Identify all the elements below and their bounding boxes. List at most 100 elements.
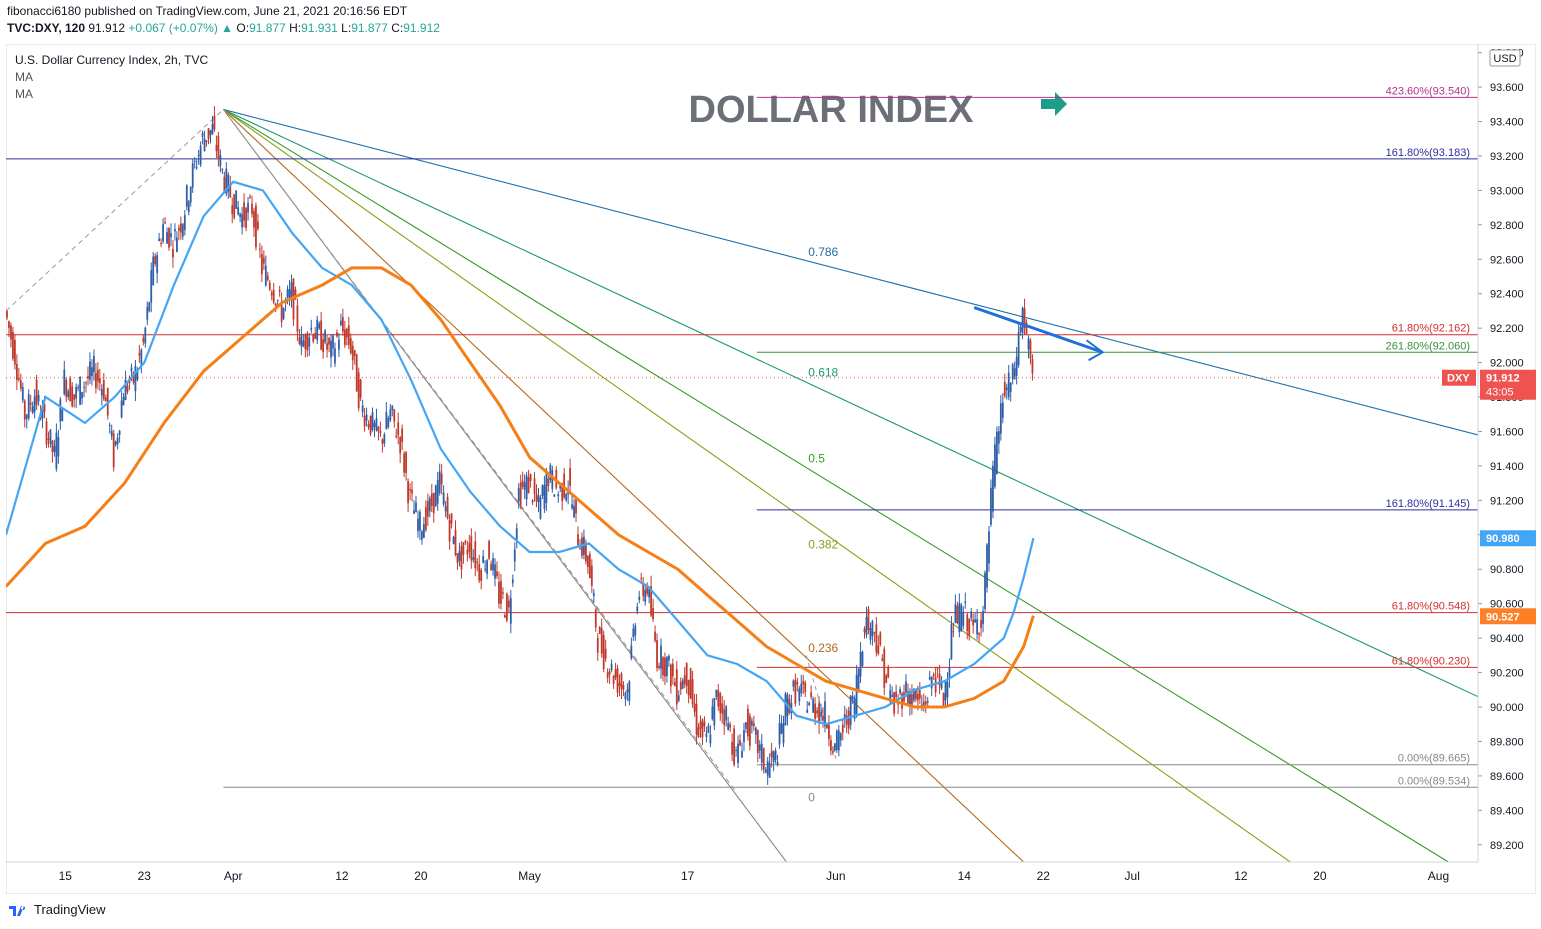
price-candle-body [55,432,58,469]
price-candle-body [594,609,597,628]
price-candle-body [355,354,358,392]
price-candle-body [831,751,834,753]
price-candle-body [150,270,153,303]
price-candle-body [363,415,366,427]
price-candle-body [304,334,307,350]
price-candle-body [377,426,380,432]
price-candle-body [434,485,437,507]
price-candle-body [818,703,820,724]
price-candle-body [247,203,249,213]
price-candle-body [260,253,263,275]
legend-ma-2[interactable]: MA [15,87,33,101]
price-candle-body [581,537,583,557]
price-candle-body [160,243,163,245]
price-candle-body [108,424,111,426]
currency-box [1489,49,1521,67]
price-candle-body [820,711,822,717]
fib-level-label: 61.80%(90.548) [1392,601,1470,613]
price-candle-body [482,555,485,563]
price-candle-body [268,282,271,290]
price-candle-body [537,495,540,503]
price-candle-body [258,248,261,250]
price-candle-body [875,624,878,653]
price-candle-body [646,587,649,594]
price-candle-body [177,227,180,231]
price-candle-body [59,399,62,422]
price-candle-body [667,656,670,661]
price-candle-body [942,692,945,707]
price-candle-body [750,720,753,726]
price-candle-body [543,484,546,509]
price-candle-body [462,542,465,555]
price-candle-body [835,730,838,750]
price-candle-body [104,397,107,402]
price-candle-body [988,531,990,564]
y-tick-label: 92.200 [1490,323,1524,335]
price-candle-body [345,328,348,338]
price-candle-body [142,337,145,342]
price-candle-body [219,155,222,167]
price-candle-body [330,340,332,358]
price-candle-body [432,492,435,514]
price-candle-body [95,373,97,388]
footer-brand[interactable]: TradingView [8,902,106,917]
y-tick-label: 90.200 [1490,668,1524,680]
projection-arrow [973,306,1104,354]
price-candle-body [948,666,951,678]
price-candle-body [442,492,445,505]
price-candle-body [855,674,858,714]
price-candle-body [703,721,706,727]
price-candle-body [440,473,443,485]
price-chart[interactable]: DOLLAR INDEX 0.786 0.618 0.5 0.382 0.236 0 423.… [6,44,1536,894]
legend-ma-1[interactable]: MA [15,70,33,84]
price-candle-body [83,387,85,389]
price-candle-body [296,305,299,332]
price-candle-body [172,248,174,258]
price-candle-body [585,543,587,562]
price-candle-body [938,673,941,686]
price-candle-body [144,327,147,344]
price-candle-body [444,506,447,512]
price-candle-body [1001,402,1004,418]
price-candle-body [57,437,60,457]
price-candle-body [454,530,457,555]
price-candle-body [45,421,48,445]
price-candle-body [717,690,720,707]
price-candle-body [100,389,103,396]
price-candle-body [122,397,125,406]
price-candle-body [960,605,963,631]
price-candle-body [800,683,803,694]
price-candle-body [735,749,737,751]
price-candle-body [203,138,206,152]
price-candle-body [861,651,864,666]
price-candle-body [932,673,935,677]
price-candle-body [790,703,793,714]
price-candle-body [557,494,560,497]
price-candle-body [215,144,218,151]
price-candle-body [622,684,625,690]
price-candle-body [579,548,581,550]
x-tick-label: Jun [826,869,845,883]
price-candle-body [91,367,93,377]
price-candle-body [357,372,360,409]
price-candle-body [158,238,161,241]
price-candle-body [745,722,747,729]
price-candle-body [527,477,530,494]
price-candle-body [1029,340,1032,359]
price-candle-body [409,488,411,491]
price-tag [1480,530,1536,547]
price-candle-body [685,662,688,687]
price-candle-body [179,223,182,233]
price-candle-body [928,677,931,680]
price-candle-body [15,364,18,380]
price-candle-body [17,377,20,380]
price-candle-body [652,607,654,620]
x-tick-label: Aug [1428,869,1449,883]
ma-orange-line [6,266,1035,709]
price-candle-body [772,751,775,762]
y-tick-label: 92.000 [1490,358,1524,370]
symbol-name: TVC:DXY, 120 [7,21,86,35]
price-candle-body [636,606,639,612]
price-candle-body [877,645,880,654]
price-candle-body [140,349,143,367]
